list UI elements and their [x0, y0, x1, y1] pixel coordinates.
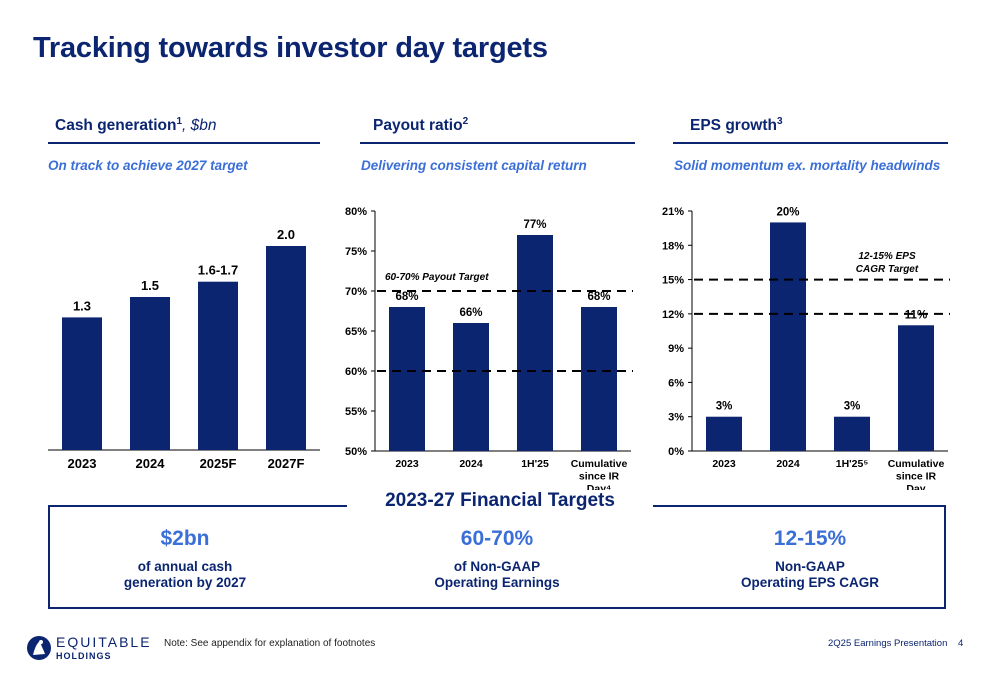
logo-sub: HOLDINGS [56, 651, 112, 661]
eps-growth-chart: 0% 3% 6% 9% 12% 15% 18% 21% 3% 2023 20% 2024 3% 1H'25… [662, 206, 950, 490]
data-label: 20% [776, 206, 799, 218]
data-label: 77% [523, 219, 546, 231]
target-eps: 12-15% Non-GAAP Operating EPS CAGR [690, 527, 930, 591]
payout-heading-rule [360, 142, 635, 144]
presentation-name: 2Q25 Earnings Presentation [828, 638, 948, 649]
bar [898, 325, 934, 451]
data-label: 3% [844, 401, 861, 413]
eps-subtitle: Solid momentum ex. mortality headwinds [674, 158, 941, 173]
target-annotation: 12-15% EPS CAGR Target [856, 251, 919, 275]
target-cash: $2bn of annual cash generation by 2027 [65, 527, 305, 591]
data-label: 68% [395, 291, 418, 303]
y-tick-label: 50% [345, 446, 367, 458]
y-tick-label: 3% [668, 412, 684, 424]
category-label: 2024 [459, 458, 483, 470]
page-title: Tracking towards investor day targets [33, 32, 548, 64]
page-number: 4 [958, 638, 964, 649]
y-tick-label: 0% [668, 446, 684, 458]
category-label: 2023 [68, 456, 97, 471]
payout-subtitle: Delivering consistent capital return [361, 158, 587, 173]
target-desc: of Non-GAAP Operating Earnings [434, 559, 560, 590]
bar [389, 307, 425, 451]
bar [130, 297, 170, 450]
category-label: 2024 [776, 458, 800, 470]
bar [266, 246, 306, 450]
target-value: $2bn [160, 527, 210, 550]
footnote: Note: See appendix for explanation of fo… [164, 638, 376, 649]
category-label: 2027F [268, 456, 305, 471]
logo-name: EQUITABLE [56, 634, 152, 650]
y-tick-label: 21% [662, 206, 684, 218]
y-tick-label: 75% [345, 246, 367, 258]
target-value: 60-70% [460, 527, 534, 550]
bar [62, 317, 102, 450]
category-label: 2025F [200, 456, 237, 471]
y-tick-label: 70% [345, 286, 367, 298]
bar [706, 416, 742, 451]
eps-growth-heading: EPS growth3 [690, 116, 783, 135]
y-tick-label: 15% [662, 275, 684, 287]
y-tick-label: 6% [668, 377, 684, 389]
bar [834, 416, 870, 451]
y-tick-label: 60% [345, 366, 367, 378]
payout-ratio-chart: 50% 55% 60% 65% 70% 75% 80% 68% 2023 66% 2024 77% 1H… [345, 206, 633, 495]
y-tick-label: 9% [668, 343, 684, 355]
data-label: 68% [587, 291, 610, 303]
bar [453, 323, 489, 451]
category-label: Cumulative since IR Day [888, 458, 945, 490]
category-label: 2024 [136, 456, 166, 471]
target-desc: Non-GAAP Operating EPS CAGR [740, 559, 880, 590]
category-label: 2023 [395, 458, 419, 470]
equitable-logo-icon [27, 636, 51, 660]
data-label: 11% [905, 309, 927, 321]
y-tick-label: 55% [345, 406, 367, 418]
data-label: 1.3 [73, 298, 91, 313]
y-tick-label: 80% [345, 206, 367, 218]
data-label: 2.0 [277, 227, 295, 242]
target-value: 12-15% [773, 527, 847, 550]
eps-heading-rule [673, 142, 948, 144]
cash-heading-rule [48, 142, 320, 144]
category-label: 1H'25⁵ [836, 458, 869, 470]
cash-subtitle: On track to achieve 2027 target [48, 158, 248, 173]
category-label: 1H'25 [521, 458, 549, 470]
data-label: 66% [459, 307, 482, 319]
target-desc: of annual cash generation by 2027 [123, 559, 247, 590]
target-payout: 60-70% of Non-GAAP Operating Earnings [377, 527, 617, 591]
y-tick-label: 65% [345, 326, 367, 338]
bar [770, 222, 806, 451]
cash-generation-heading: Cash generation1, $bn [55, 116, 217, 135]
target-annotation: 60-70% Payout Target [385, 272, 489, 283]
bar [517, 235, 553, 451]
y-tick-label: 12% [662, 309, 684, 321]
bar [581, 307, 617, 451]
data-label: 3% [716, 401, 733, 413]
data-label: 1.6-1.7 [198, 263, 238, 278]
cash-generation-chart: 1.3 2023 1.5 2024 1.6-1.7 2025F 2.0 2027F [48, 227, 320, 471]
bar [198, 281, 238, 450]
payout-ratio-heading: Payout ratio2 [373, 116, 469, 135]
category-label: 2023 [712, 458, 736, 470]
data-label: 1.5 [141, 278, 159, 293]
financial-targets-title: 2023-27 Financial Targets [347, 490, 653, 512]
y-tick-label: 18% [662, 240, 684, 252]
